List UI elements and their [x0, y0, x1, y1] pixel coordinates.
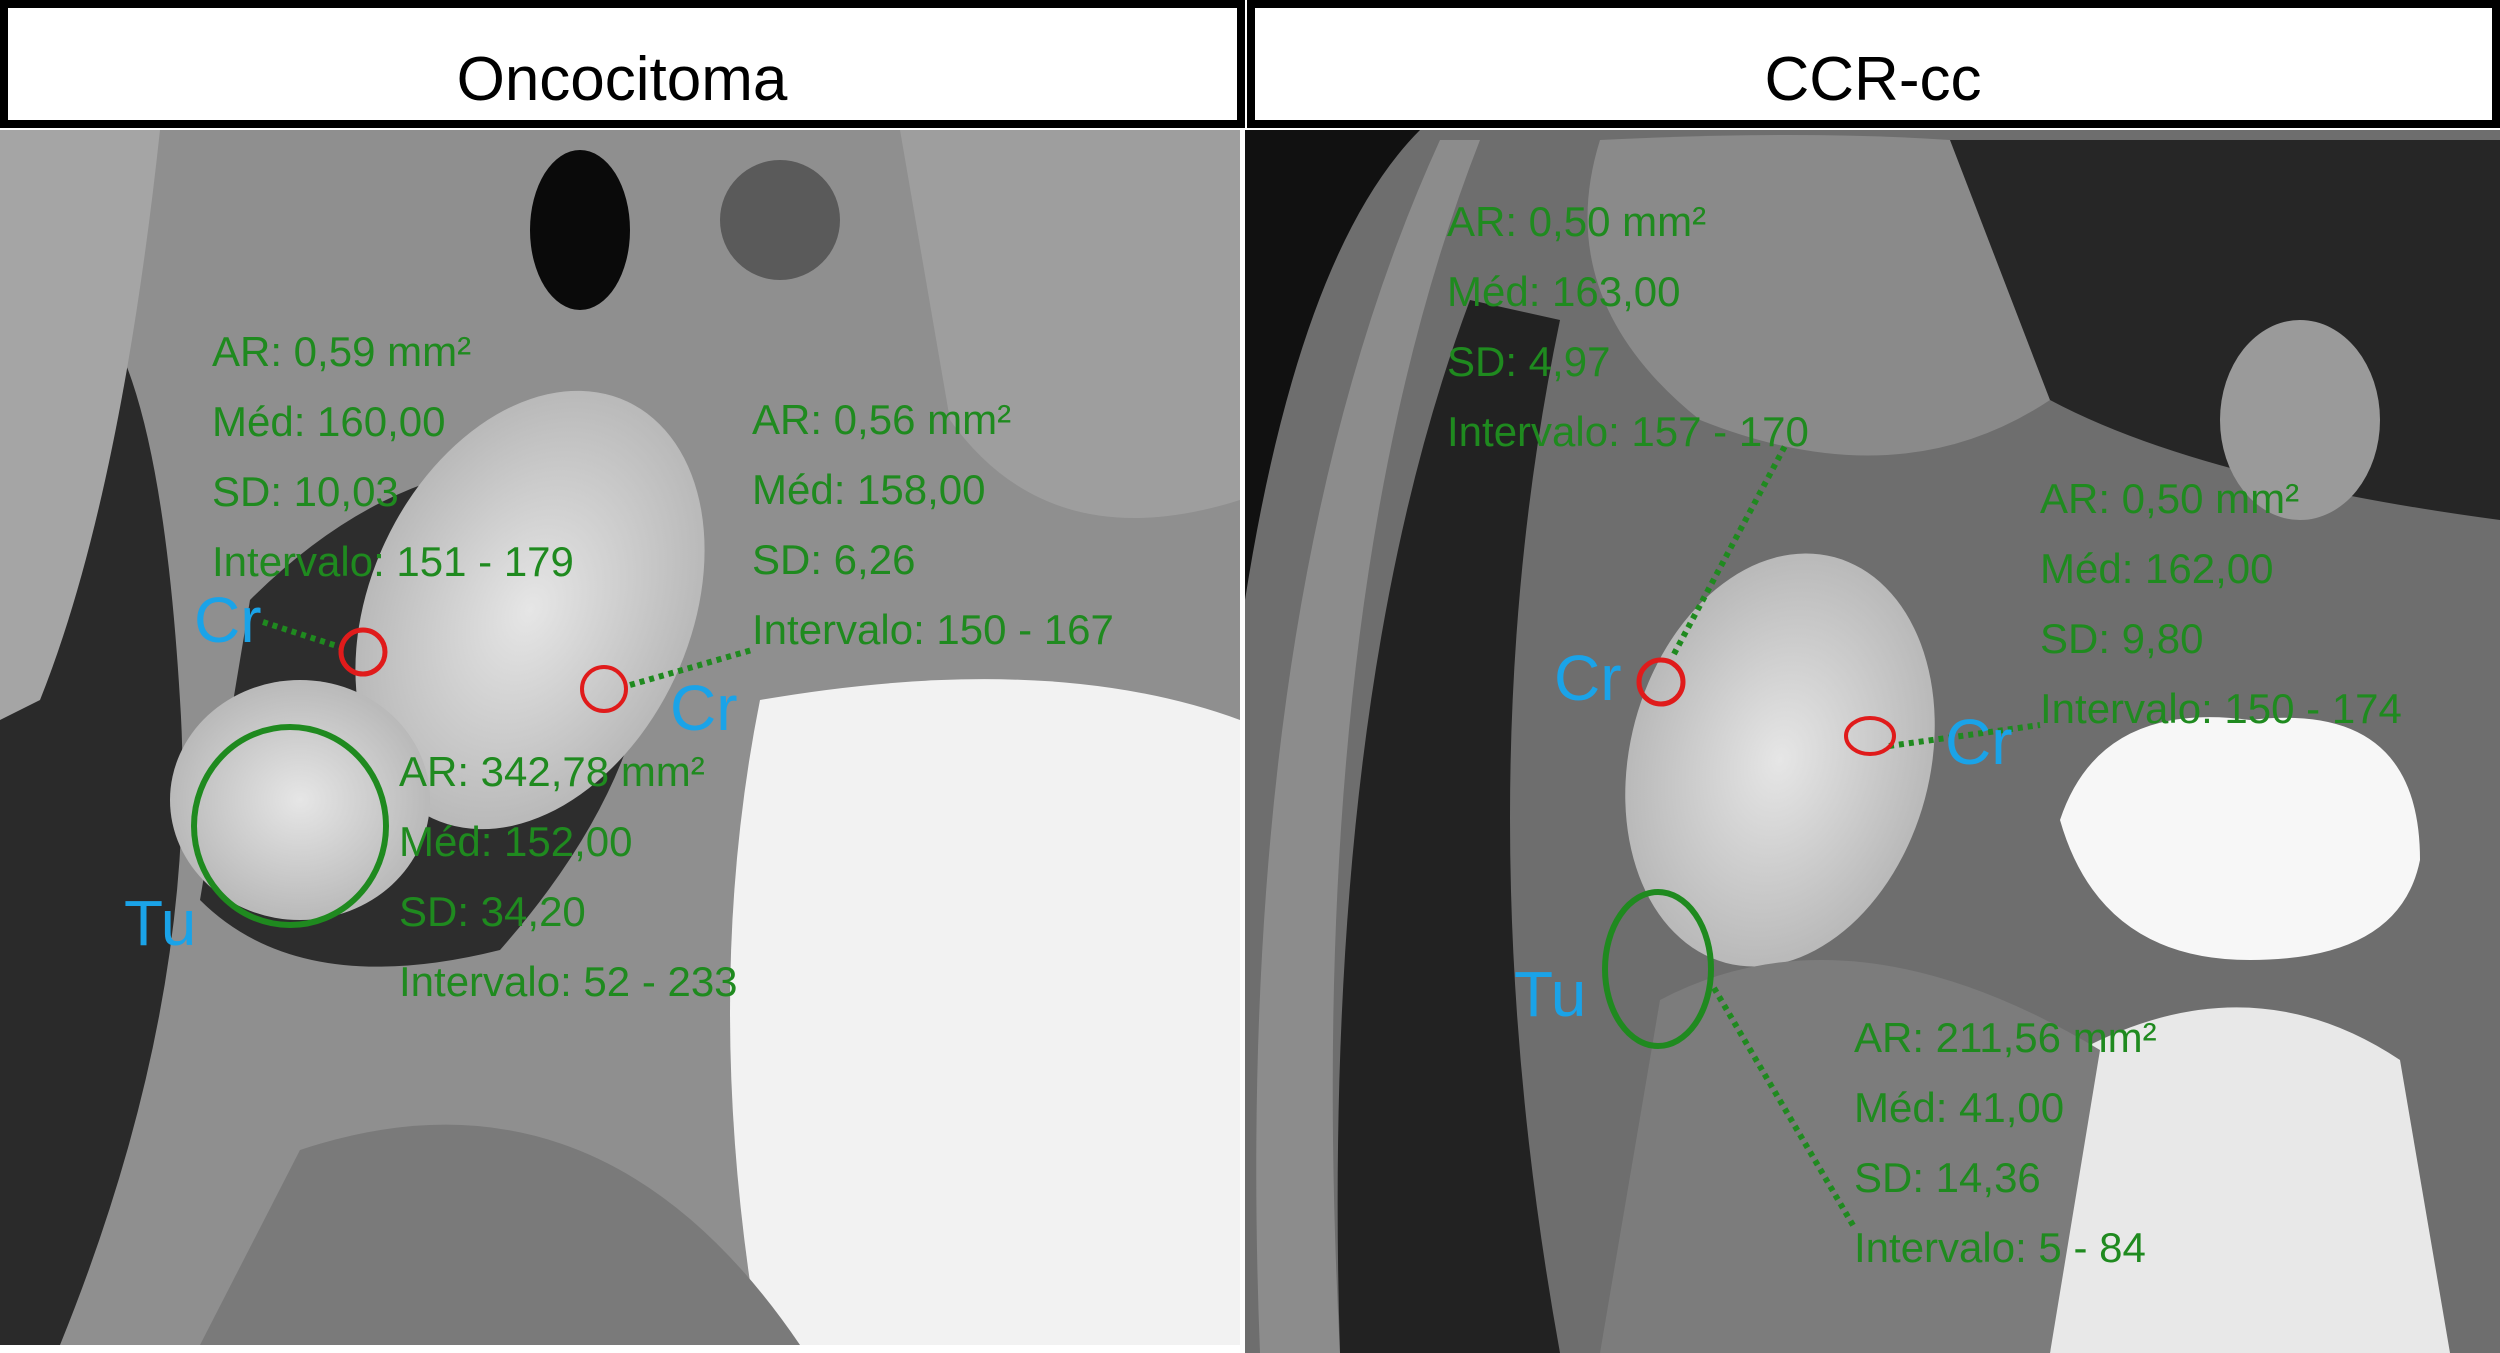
- label-cortex: Cr: [1554, 642, 1622, 714]
- range-value: Intervalo: 151 - 179: [212, 538, 574, 585]
- range-value: Intervalo: 157 - 170: [1447, 408, 1809, 455]
- roi-tumor-ellipse: [1602, 889, 1714, 1049]
- median-value: Méd: 158,00: [752, 466, 986, 513]
- ct-image-ccr-cc: [1245, 130, 2500, 1353]
- area-value: AR: 342,78 mm²: [399, 748, 705, 795]
- sd-value: SD: 4,97: [1447, 338, 1610, 385]
- sd-value: SD: 14,36: [1854, 1154, 2041, 1201]
- header-box-oncocitoma: [0, 0, 1245, 128]
- area-value: AR: 0,50 mm²: [1447, 198, 1706, 245]
- median-value: Méd: 163,00: [1447, 268, 1681, 315]
- measurement-block: AR: 211,56 mm² Méd: 41,00 SD: 14,36 Inte…: [1854, 1014, 2157, 1271]
- roi-cortex-circle: [338, 627, 388, 677]
- roi-tumor-ellipse: [191, 724, 389, 928]
- panel-title-ccr-cc: CCR-cc: [1765, 45, 1982, 114]
- median-value: Méd: 41,00: [1854, 1084, 2064, 1131]
- sd-value: SD: 6,26: [752, 536, 915, 583]
- roi-cortex-circle: [1844, 716, 1896, 756]
- range-value: Intervalo: 150 - 167: [752, 606, 1114, 653]
- measurement-block: AR: 0,56 mm² Méd: 158,00 SD: 6,26 Interv…: [752, 396, 1114, 653]
- range-value: Intervalo: 150 - 174: [2040, 685, 2402, 732]
- median-value: Méd: 152,00: [399, 818, 633, 865]
- leader-line: [262, 619, 341, 650]
- measurement-block: AR: 0,50 mm² Méd: 162,00 SD: 9,80 Interv…: [2040, 475, 2402, 732]
- leader-line: [629, 647, 753, 688]
- roi-cortex-circle: [1636, 657, 1686, 707]
- measurement-block: AR: 342,78 mm² Méd: 152,00 SD: 34,20 Int…: [399, 748, 738, 1005]
- range-value: Intervalo: 5 - 84: [1854, 1224, 2146, 1271]
- label-cortex: Cr: [194, 584, 262, 656]
- ct-image-oncocitoma: [0, 130, 1240, 1345]
- sd-value: SD: 9,80: [2040, 615, 2203, 662]
- label-tumor: Tu: [124, 887, 196, 959]
- panel-title-oncocitoma: Oncocitoma: [457, 45, 788, 114]
- sd-value: SD: 10,03: [212, 468, 399, 515]
- median-value: Méd: 162,00: [2040, 545, 2274, 592]
- header-box-ccr-cc: [1247, 0, 2500, 128]
- label-tumor: Tu: [1514, 958, 1586, 1030]
- area-value: AR: 0,56 mm²: [752, 396, 1011, 443]
- range-value: Intervalo: 52 - 233: [399, 958, 738, 1005]
- leader-line: [1711, 986, 1857, 1229]
- label-cortex: Cr: [1945, 706, 2013, 778]
- median-value: Méd: 160,00: [212, 398, 446, 445]
- area-value: AR: 211,56 mm²: [1854, 1014, 2157, 1061]
- roi-cortex-circle: [580, 665, 628, 713]
- sd-value: SD: 34,20: [399, 888, 586, 935]
- measurement-block: AR: 0,59 mm² Méd: 160,00 SD: 10,03 Inter…: [212, 328, 574, 585]
- measurement-block: AR: 0,50 mm² Méd: 163,00 SD: 4,97 Interv…: [1447, 198, 1809, 455]
- label-cortex: Cr: [670, 672, 738, 744]
- area-value: AR: 0,50 mm²: [2040, 475, 2299, 522]
- area-value: AR: 0,59 mm²: [212, 328, 471, 375]
